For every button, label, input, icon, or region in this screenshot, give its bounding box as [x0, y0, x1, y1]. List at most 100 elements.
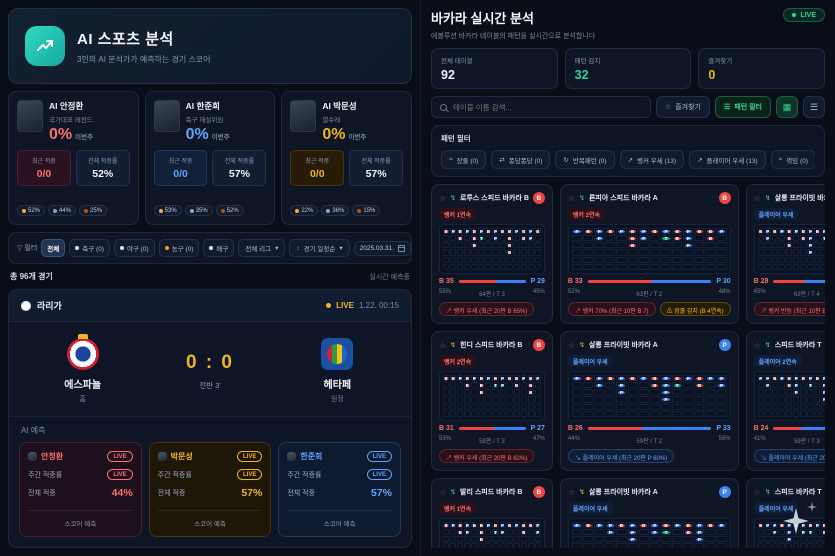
baccarat-table-card[interactable]: ☆ ↯ 살롱 프라이빗 바카라 A P 플레이어 우세 P B P P B P B P B P B P B P P P P…: [559, 478, 739, 548]
bead-p: P: [695, 537, 703, 542]
bead-b: B: [507, 250, 512, 256]
star-icon[interactable]: ☆: [439, 340, 447, 350]
road-cell: [571, 242, 583, 249]
road-cell: [534, 242, 541, 249]
road-cell: B: [478, 382, 485, 389]
baccarat-table-card[interactable]: ☆↯스피드 바카라 TP플레이어 2연속PPBPBPBPBPBPBPPBPTPP…: [745, 331, 825, 471]
player-percent: 45%: [532, 289, 545, 295]
road-cell: [450, 529, 457, 536]
road-cell: [683, 536, 694, 543]
bead-b: B: [515, 382, 519, 388]
baccarat-table-card[interactable]: ☆↯살롱 프라이빗 바카라 CP플레이어 우세BPBPBPBPBPBPPBPBB…: [745, 184, 825, 324]
total-hit-label: 전체 적중: [28, 490, 56, 497]
pattern-icon: ≈: [778, 156, 783, 163]
search-input[interactable]: [453, 102, 642, 112]
star-icon[interactable]: ☆: [567, 340, 576, 350]
road-cell: [485, 242, 492, 249]
road-cell: [757, 256, 764, 263]
pattern-chip[interactable]: ↻ 반복패턴 (0): [555, 150, 615, 169]
road-cell: [520, 389, 527, 396]
league-dropdown[interactable]: 전체 리그 ▾: [238, 239, 286, 257]
pattern-chip[interactable]: ↗ 뱅커 우세 (13): [619, 150, 685, 169]
road-cell: B: [649, 375, 660, 382]
pattern-pills: ↘ 플레이어 우세 (최근 20판 P 60%): [567, 449, 731, 463]
sport-filter-chip[interactable]: 배구: [203, 239, 235, 257]
list-view-button[interactable]: ☰: [803, 96, 825, 118]
bead-p: P: [673, 523, 681, 528]
sport-filter-chip[interactable]: 전체: [41, 239, 66, 257]
baccarat-table-card[interactable]: ☆ ↯ 살롱 프라이빗 바카라 A P 플레이어 우세 P B P B P B P B P B P B P P P P B…: [559, 331, 739, 471]
analyst-card[interactable]: AI 박문성 열수레 0% 이번주 최근 적중 0/0 전체 적중률 57% 22% 36% 15%: [281, 91, 412, 225]
star-icon[interactable]: ☆: [753, 340, 761, 350]
analyst-card[interactable]: AI 한준희 축구 해설위원 0% 이번주 최근 적중 0/0 전체 적중률 57% 53% 35…: [144, 91, 276, 225]
badge-dot-icon: [295, 208, 300, 213]
bead-p: P: [808, 250, 812, 256]
road-cell: P: [571, 522, 583, 529]
favorites-button[interactable]: ☆ 즐겨찾기: [655, 96, 710, 118]
pattern-chip[interactable]: ⇄ 퐁당퐁당 (0): [491, 150, 551, 169]
pattern-chip[interactable]: ↗ 플레이어 우세 (13): [689, 150, 766, 169]
road-cell: B: [800, 235, 807, 242]
sport-filter-chip[interactable]: 농구 (0): [158, 239, 200, 257]
road-cell: [520, 403, 527, 410]
match-card[interactable]: 라리가 LIVE 1.22. 00:15 에스파뇰 홈 0 : 0 전반 3': [8, 289, 412, 548]
baccarat-table-card[interactable]: ☆ ↯ 발리 스피드 바카라 B B 뱅커 1연속 B P B P B B P B P B P B B P B P B T P…: [431, 478, 553, 548]
baccarat-table-card[interactable]: ☆ ↯ 힌디 스피드 바카라 B B 뱅커 2연속 B B P B P B P B P B B P B P B B T P B…: [431, 331, 553, 471]
live-badge: LIVE: [236, 469, 263, 480]
sport-filter-chip[interactable]: 축구 (0): [69, 239, 110, 257]
star-icon: ☆: [664, 104, 672, 111]
star-icon[interactable]: ☆: [567, 193, 576, 203]
star-icon[interactable]: ☆: [439, 487, 447, 497]
star-icon[interactable]: ☆: [567, 487, 576, 497]
road-cell: [513, 529, 520, 536]
pattern-chip[interactable]: ≈ 장줄 (0): [441, 150, 487, 169]
road-cell: B: [786, 235, 793, 242]
road-cell: B: [464, 382, 471, 389]
page-subtitle: 3인의 AI 분석가가 예측하는 경기 스코어: [77, 54, 211, 64]
star-icon[interactable]: ☆: [439, 193, 447, 203]
baccarat-table-card[interactable]: ☆ ↯ 로투스 스피드 바카라 B B 뱅커 1연속 B P B P B P B P B B P B P B B B T P…: [431, 184, 553, 324]
baccarat-table-card[interactable]: ☆ ↯ 론피아 스피드 바카라 A B 뱅커 2연속 P B P B P B P B P B P B B P P B P T…: [559, 184, 739, 324]
road-cell: [571, 389, 583, 396]
road-cell: [793, 410, 800, 417]
road-cell: P: [616, 228, 627, 235]
road-cell: B: [694, 382, 705, 389]
road-cell: [771, 389, 778, 396]
road-cell: P: [660, 382, 672, 389]
road-cell: B: [672, 228, 683, 235]
baccarat-table-card[interactable]: ☆↯스피드 바카라 TP플레이어 우세BPPBPBPBPBPPBPPPPTBPP…: [745, 478, 825, 548]
star-icon[interactable]: ☆: [753, 487, 761, 497]
bead-p: P: [486, 375, 490, 381]
pattern-chip[interactable]: ≈ 꺾임 (0): [770, 150, 815, 169]
bead-b: B: [822, 522, 825, 528]
pattern-filter-button[interactable]: ☰ 패턴 필터: [715, 96, 771, 118]
road-cell: [638, 529, 649, 536]
ratio-bar: [458, 280, 526, 283]
road-cell: P: [800, 522, 807, 529]
road-cell: P: [694, 522, 705, 529]
road-cell: [616, 263, 627, 270]
road-cell: [485, 235, 492, 242]
table-title: 스피드 바카라 T: [774, 342, 822, 349]
search-icon: [440, 103, 447, 111]
date-from-picker[interactable]: 2025.03.31.: [353, 240, 411, 256]
sort-dropdown[interactable]: ↕ 경기 일정순 ▾: [289, 239, 350, 257]
grid-view-button[interactable]: ▦: [776, 96, 798, 118]
star-icon[interactable]: ☆: [753, 193, 761, 203]
road-cell: P: [778, 375, 786, 382]
badge-value: 44%: [59, 207, 72, 214]
bead-b: B: [801, 235, 805, 241]
road-cell: B: [757, 228, 764, 235]
bead-p: P: [808, 235, 812, 241]
sport-icon: [119, 246, 124, 250]
road-cell: B: [627, 228, 638, 235]
road-cell: [605, 389, 616, 396]
road-cell: P: [683, 228, 694, 235]
road-cell: B: [443, 522, 450, 529]
analyst-card[interactable]: AI 안정환 국가대표 레전드 0% 이번주 최근 적중 0/0 전체 적중률 52% 52% 4…: [8, 91, 139, 225]
bead-b: B: [706, 522, 715, 528]
road-cell: [527, 263, 534, 270]
sport-filter-chip[interactable]: 야구 (0): [113, 239, 155, 257]
bead-p: P: [606, 530, 614, 535]
search-box[interactable]: [431, 96, 651, 118]
